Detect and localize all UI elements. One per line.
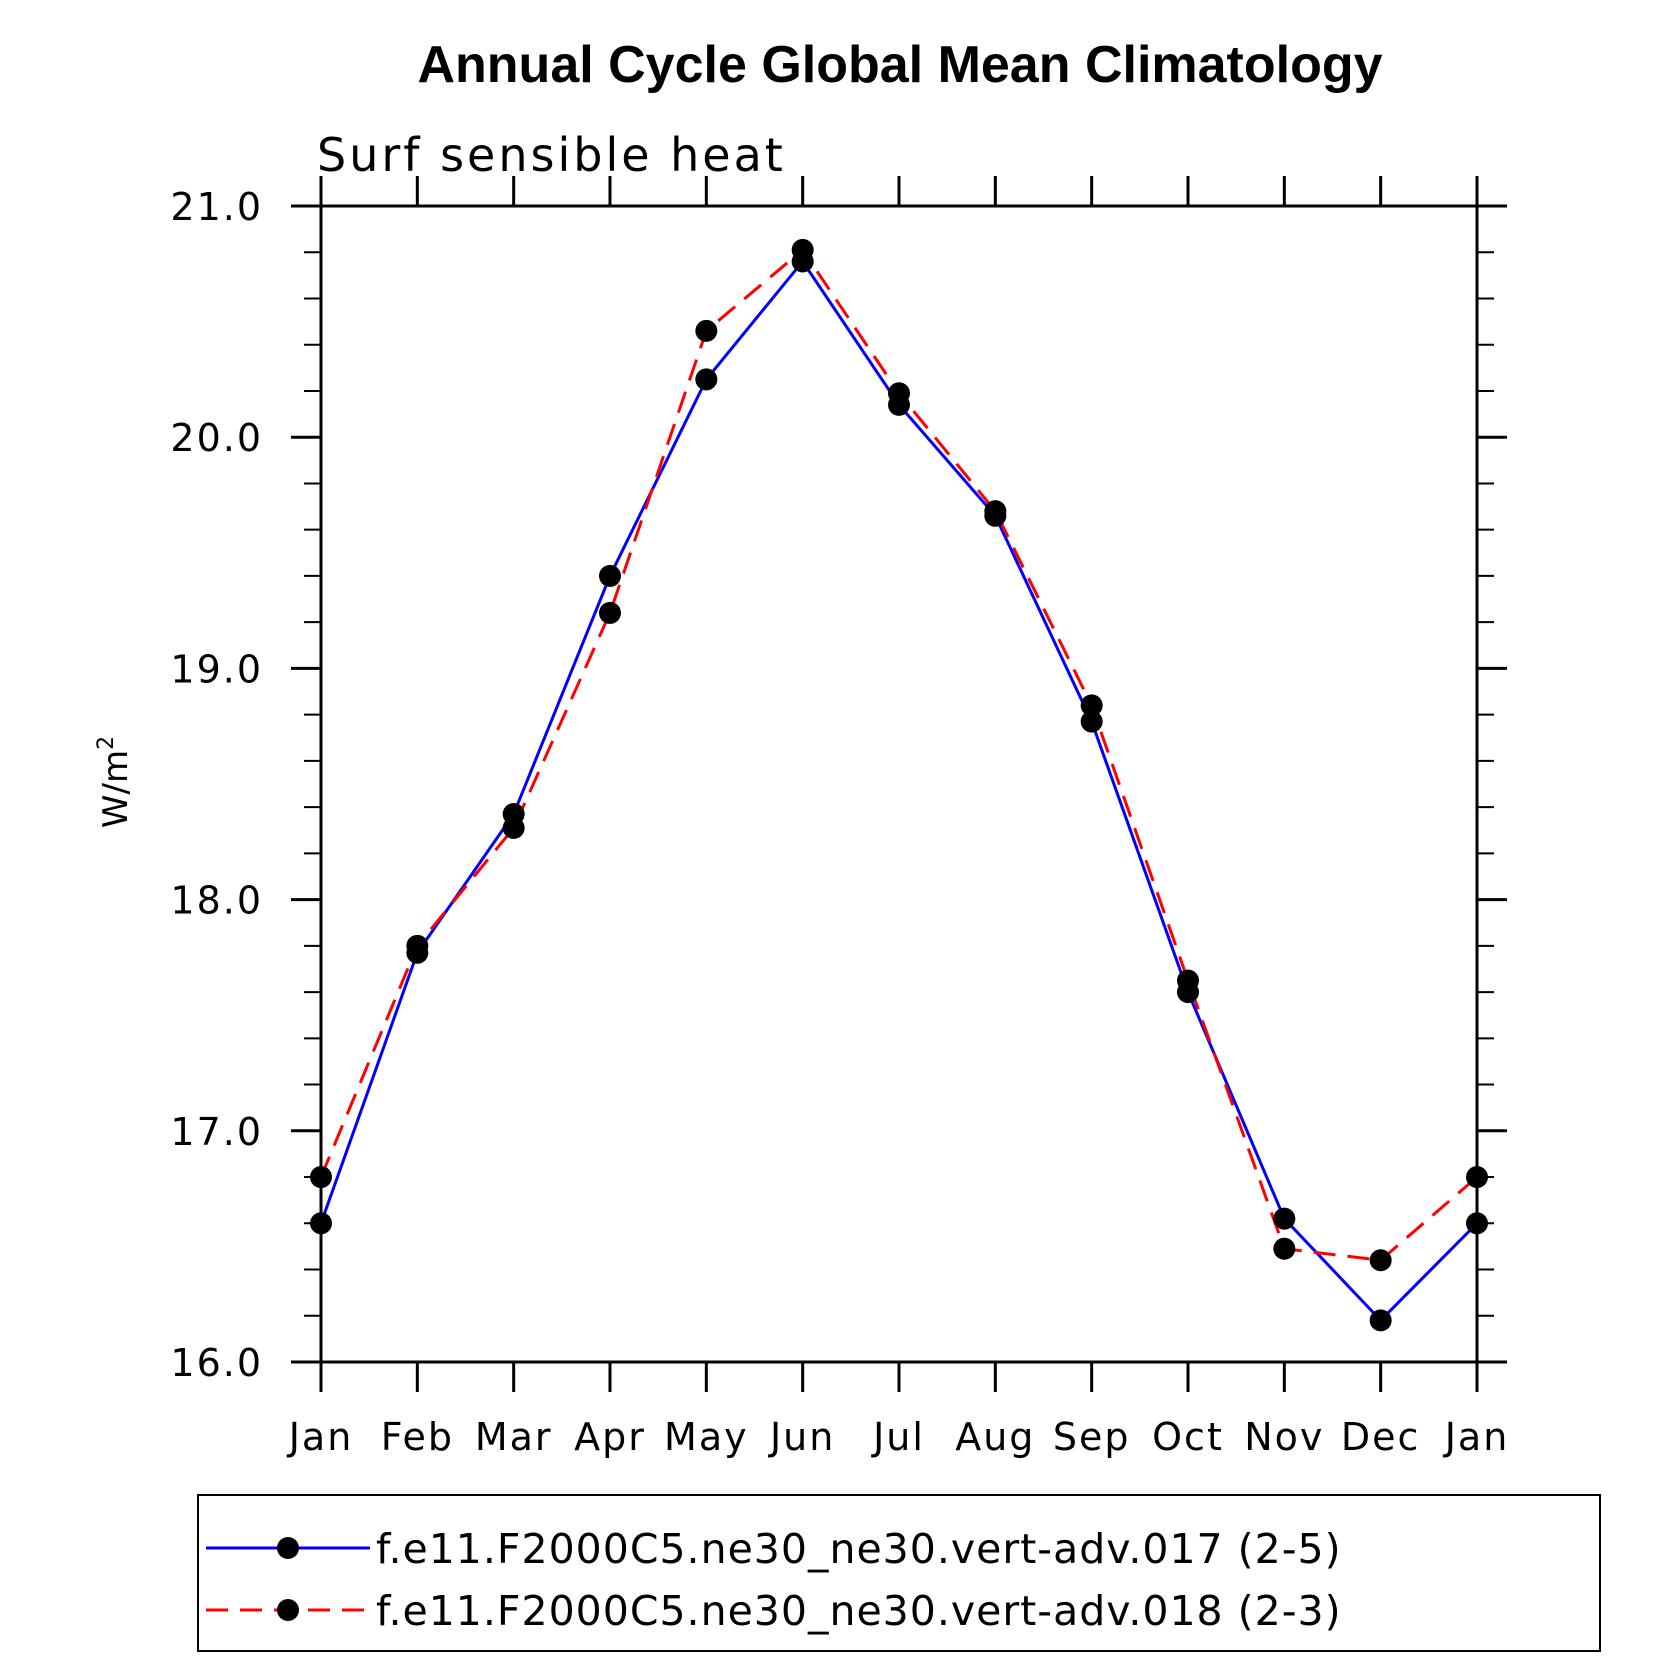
- data-point-series-2: [1177, 969, 1199, 992]
- data-point-series-2: [984, 500, 1007, 523]
- legend-marker-1: [277, 1537, 299, 1559]
- legend-marker-2: [277, 1599, 299, 1621]
- y-tick-label: 20.0: [170, 416, 263, 460]
- x-tick-label: Jun: [768, 1415, 835, 1459]
- x-tick-label: Apr: [574, 1415, 646, 1459]
- x-tick-label: Jul: [871, 1415, 925, 1459]
- legend-label-2: f.e11.F2000C5.ne30_ne30.vert-adv.018 (2-…: [376, 1587, 1342, 1635]
- x-tick-label: Nov: [1244, 1415, 1324, 1459]
- svg-text:W/m2: W/m2: [94, 736, 136, 828]
- data-point-series-1: [695, 368, 718, 391]
- x-tick-label: Mar: [475, 1415, 553, 1459]
- x-tick-label: Jan: [287, 1415, 354, 1459]
- data-point-series-1: [1080, 710, 1103, 733]
- data-point-series-2: [888, 382, 910, 405]
- data-point-series-1: [1369, 1309, 1392, 1332]
- x-tick-label: Sep: [1053, 1415, 1131, 1459]
- data-point-series-1: [599, 564, 621, 587]
- x-tick-label: Feb: [381, 1415, 454, 1459]
- legend-box: [197, 1494, 1601, 1652]
- data-point-series-2: [502, 816, 525, 839]
- data-point-series-2: [791, 238, 814, 261]
- x-tick-label: Dec: [1341, 1415, 1421, 1459]
- y-axis-label-unit: W/m: [96, 750, 136, 828]
- data-point-series-2: [1080, 694, 1103, 717]
- data-point-series-2: [599, 601, 621, 624]
- y-tick-label: 18.0: [170, 879, 263, 923]
- data-point-series-2: [1369, 1249, 1392, 1272]
- chart-title: Annual Cycle Global Mean Climatology: [417, 36, 1382, 94]
- y-axis-label-superscript: 2: [94, 736, 119, 750]
- y-tick-label: 19.0: [170, 647, 263, 691]
- chart-subtitle: Surf sensible heat: [317, 128, 786, 182]
- legend: f.e11.F2000C5.ne30_ne30.vert-adv.017 (2-…: [197, 1494, 1601, 1652]
- y-tick-label: 21.0: [170, 185, 263, 229]
- series-line-1: [319, 258, 1479, 1323]
- y-axis-label: W/m2: [94, 736, 136, 828]
- data-point-series-2: [406, 934, 429, 957]
- y-tick-label: 16.0: [170, 1341, 263, 1385]
- data-point-series-1: [1273, 1207, 1296, 1230]
- x-tick-label: Jan: [1443, 1415, 1510, 1459]
- x-tick-label: Aug: [955, 1415, 1035, 1459]
- plot-frame: [319, 204, 1479, 1364]
- data-point-series-2: [1273, 1237, 1296, 1260]
- data-point-series-2: [695, 319, 718, 342]
- legend-label-1: f.e11.F2000C5.ne30_ne30.vert-adv.017 (2-…: [376, 1525, 1342, 1573]
- x-tick-label: May: [664, 1415, 749, 1459]
- x-tick-label: Oct: [1152, 1415, 1224, 1459]
- y-tick-label: 17.0: [170, 1110, 263, 1154]
